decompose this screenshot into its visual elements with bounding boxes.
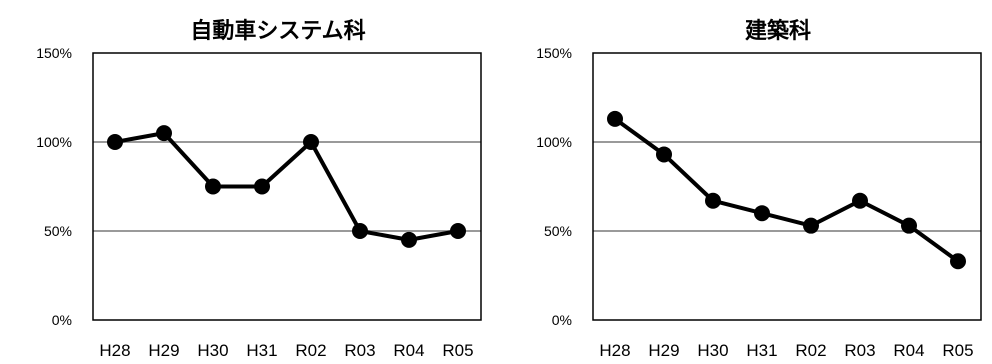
series-line	[613, 117, 960, 263]
data-point	[656, 146, 672, 163]
data-point	[950, 253, 966, 270]
data-point	[352, 223, 368, 239]
x-tick-label: H31	[246, 341, 277, 360]
plot-frame	[92, 52, 482, 321]
x-tick-label: H29	[648, 341, 679, 360]
y-tick-label: 50%	[44, 223, 72, 239]
data-point	[901, 217, 917, 234]
x-tick-label: H28	[599, 341, 630, 360]
chart-title: 自動車システム科	[190, 18, 365, 44]
x-tick-label: H30	[197, 341, 228, 360]
y-tick-label: 150%	[536, 45, 572, 61]
x-tick-label: H30	[697, 341, 728, 360]
x-tick-label: R02	[795, 341, 826, 360]
x-tick-label: R05	[442, 341, 473, 360]
x-tick-label: R02	[295, 341, 326, 360]
data-point	[401, 231, 417, 248]
x-tick-label: R04	[393, 341, 424, 360]
x-tick-label: R03	[844, 341, 875, 360]
chart-title: 建築科	[745, 18, 811, 44]
y-tick-label: 50%	[544, 223, 572, 239]
data-point	[156, 125, 172, 142]
x-tick-label: H29	[148, 341, 179, 360]
x-tick-label: R03	[344, 341, 375, 360]
y-tick-label: 0%	[552, 312, 572, 328]
y-tick-label: 0%	[52, 312, 72, 328]
data-point	[450, 223, 466, 239]
data-point	[705, 192, 721, 209]
chart-left: 自動車システム科 0% 50% 100% 150% H28 H29 H30 H31 R02 R03 R…	[36, 18, 482, 360]
x-tick-label: H28	[99, 341, 130, 360]
data-point	[107, 134, 123, 150]
data-point	[607, 110, 623, 127]
data-point	[754, 205, 770, 222]
data-point	[852, 192, 868, 209]
x-tick-label: H31	[746, 341, 777, 360]
x-tick-label: R05	[942, 341, 973, 360]
y-tick-label: 100%	[536, 134, 572, 150]
series-line	[114, 131, 459, 242]
y-tick-label: 100%	[36, 134, 72, 150]
y-tick-label: 150%	[36, 45, 72, 61]
x-tick-label: R04	[893, 341, 924, 360]
plot-frame	[592, 52, 982, 321]
data-point	[303, 134, 319, 150]
data-point	[803, 217, 819, 234]
data-point	[254, 178, 270, 195]
data-point	[205, 178, 221, 195]
chart-right: 建築科 0% 50% 100% 150% H28 H29 H30 H31 R02 R03 R04 R05	[536, 18, 982, 360]
